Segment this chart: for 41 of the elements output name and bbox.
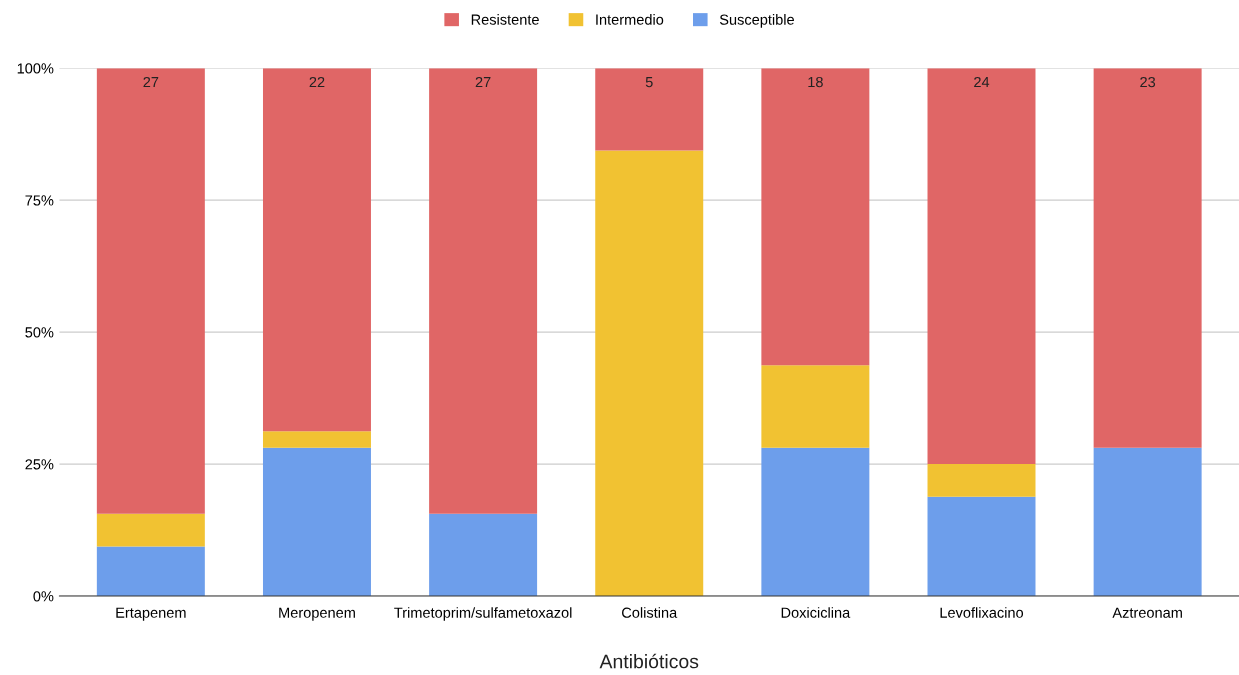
legend-label: Susceptible — [719, 14, 794, 28]
y-tick-label: 100% — [17, 63, 54, 74]
bar — [1093, 68, 1202, 448]
bar — [927, 496, 1036, 597]
annotation: 23 — [1140, 76, 1156, 88]
x-tick-label: Meropenem — [279, 607, 355, 621]
x-tick-label: Levoflixacino — [940, 607, 1024, 618]
x-tick-label: Doxiciclina — [781, 607, 851, 618]
x-tick-label: Colistina — [622, 607, 678, 618]
bar — [595, 150, 704, 597]
bar — [96, 68, 205, 514]
y-tick-label: 50% — [25, 327, 54, 338]
x-tick-label: Aztreonam — [1112, 607, 1182, 618]
annotation: 18 — [808, 76, 823, 88]
bar — [761, 447, 870, 597]
bar — [262, 431, 371, 448]
bar — [429, 68, 538, 514]
bar — [429, 513, 538, 597]
annotation: 27 — [143, 76, 159, 88]
bar — [262, 68, 371, 432]
bar — [761, 68, 870, 366]
x-tick-label: Trimetoprim/sulfametoxazol — [394, 607, 572, 621]
x-axis-title: Antibióticos — [599, 653, 699, 669]
bar — [262, 447, 371, 597]
bar — [96, 513, 205, 547]
bar — [761, 365, 870, 448]
x-tick-label: Ertapenem — [116, 607, 186, 621]
annotation: 27 — [475, 76, 491, 88]
bar — [595, 68, 704, 151]
annotation: 24 — [974, 76, 990, 88]
bar — [1093, 447, 1202, 597]
y-tick-label: 25% — [25, 459, 54, 470]
bar — [927, 464, 1036, 497]
bar — [927, 68, 1036, 465]
bar — [96, 546, 205, 597]
legend-label: Intermedio — [596, 14, 664, 25]
annotation: 5 — [645, 77, 653, 88]
y-tick-label: 75% — [25, 195, 54, 206]
annotation: 22 — [309, 76, 325, 88]
legend-label: Resistente — [471, 14, 539, 25]
y-tick-label: 0% — [33, 591, 54, 602]
